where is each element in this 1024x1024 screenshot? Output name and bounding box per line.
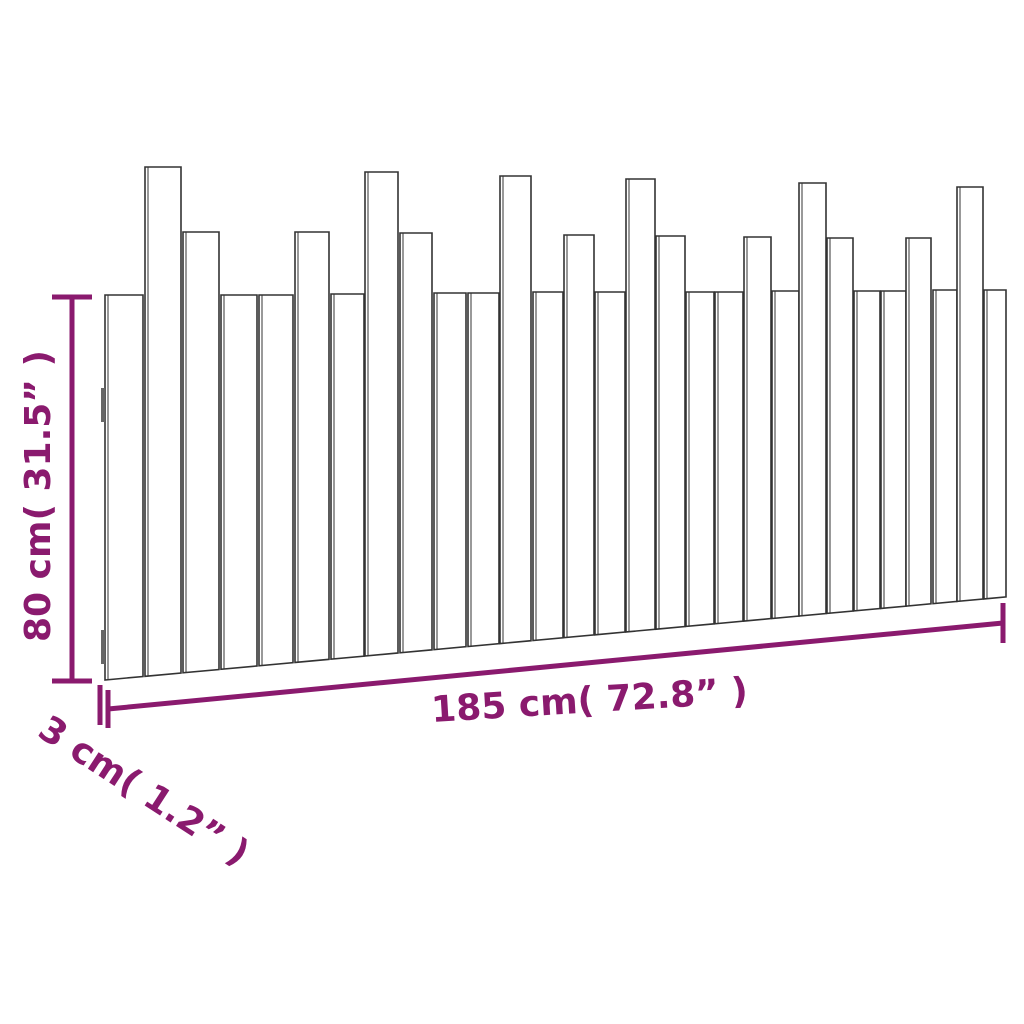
slat	[399, 232, 433, 654]
slat	[294, 231, 330, 664]
slat	[905, 237, 932, 608]
slat	[144, 166, 182, 678]
slat	[330, 293, 365, 661]
slat	[594, 291, 626, 636]
slat	[182, 231, 220, 674]
dimension-lines	[52, 294, 1006, 728]
slat	[563, 234, 595, 639]
depth-label: 3 cm( 1.2” )	[31, 708, 256, 874]
slat	[932, 289, 958, 605]
width-label: 185 cm( 72.8” )	[430, 671, 749, 731]
slat	[104, 294, 144, 681]
height-label: 80 cm( 31.5” )	[18, 350, 59, 642]
width-dimension-line	[107, 620, 1004, 712]
slat	[685, 291, 715, 628]
slat	[655, 235, 686, 631]
slat	[853, 290, 881, 612]
slat	[983, 289, 1007, 600]
slat	[258, 294, 294, 667]
slat	[743, 236, 772, 622]
slat	[714, 291, 744, 625]
slat	[433, 292, 467, 651]
mounting-bracket	[101, 630, 105, 664]
slat	[625, 178, 656, 633]
slat	[364, 171, 399, 657]
slat	[880, 290, 907, 610]
slat	[798, 182, 827, 617]
slat	[771, 290, 800, 620]
mounting-bracket	[101, 388, 105, 422]
slat	[826, 237, 854, 615]
slat	[499, 175, 532, 645]
slat	[467, 292, 500, 648]
headboard-slats	[101, 166, 1007, 681]
slat	[220, 294, 258, 671]
slat	[956, 186, 984, 603]
slat	[532, 291, 564, 642]
